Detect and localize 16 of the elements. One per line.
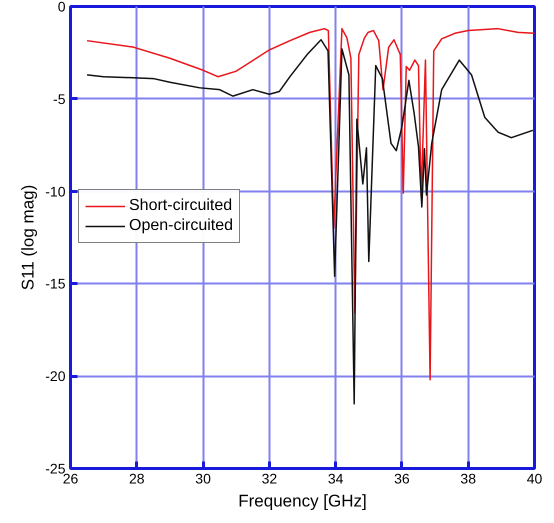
y-tick-label: -20 [45,368,66,384]
y-tick-label: -15 [45,276,66,292]
legend-label: Open-circuited [129,217,234,235]
x-tick-label: 30 [195,470,212,486]
y-tick-label: 0 [58,0,66,14]
x-tick-label: 32 [262,470,278,486]
y-tick-label: -5 [53,90,66,107]
x-tick-label: 40 [526,470,542,486]
legend-label: Short-circuited [129,197,232,215]
y-tick-label: -10 [45,183,66,200]
x-axis-title: Frequency [GHz] [238,492,367,510]
y-axis-title: S11 (log mag) [18,184,38,290]
x-tick-label: 38 [460,470,476,486]
x-tick-label: 34 [328,470,344,486]
x-tick-label: 28 [129,470,145,486]
x-tick-label: 36 [394,470,410,486]
